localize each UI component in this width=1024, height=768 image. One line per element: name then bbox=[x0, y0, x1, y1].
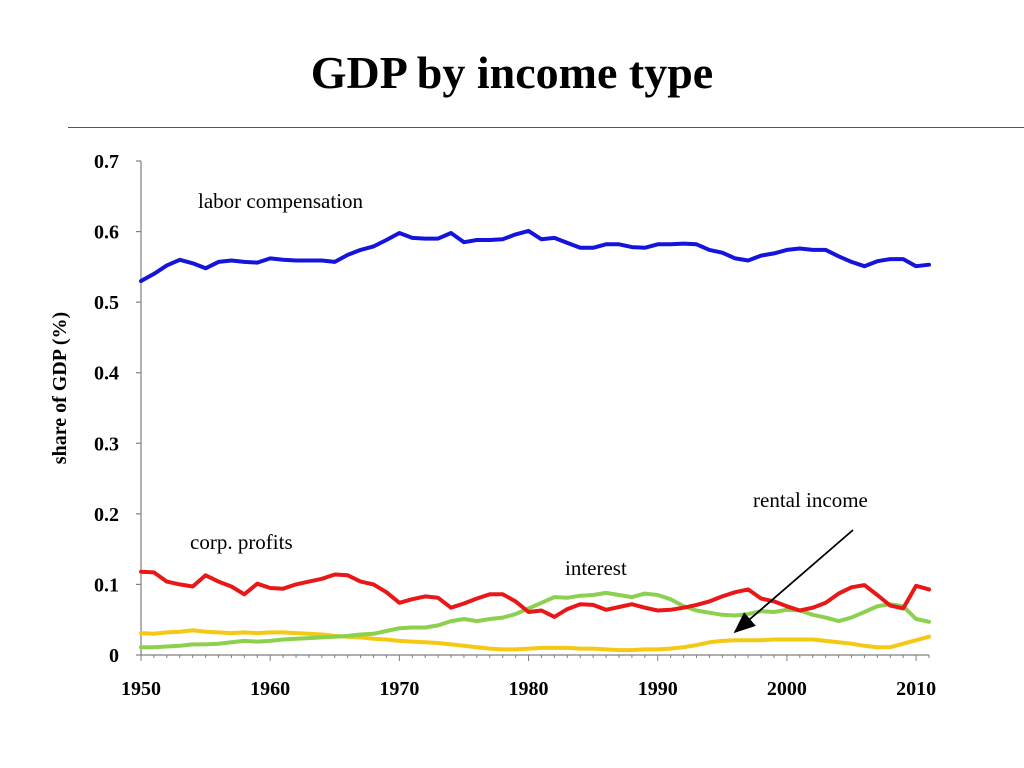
x-tick-label: 1960 bbox=[250, 678, 290, 700]
y-tick-label: 0.1 bbox=[94, 574, 119, 596]
label-labor-compensation: labor compensation bbox=[198, 189, 364, 213]
y-tick-label: 0.4 bbox=[94, 363, 119, 385]
rental-income-arrow bbox=[733, 529, 854, 634]
y-tick-label: 0.2 bbox=[94, 504, 119, 526]
x-tick-label: 1980 bbox=[509, 678, 549, 700]
x-tick-label: 2000 bbox=[767, 678, 807, 700]
label-corp-profits: corp. profits bbox=[190, 530, 293, 554]
x-tick-label: 1950 bbox=[121, 678, 161, 700]
series-line-labor-compensation bbox=[139, 228, 931, 283]
series-lines bbox=[139, 228, 931, 653]
y-tick-label: 0 bbox=[109, 645, 119, 667]
title-rule bbox=[68, 127, 1024, 128]
series-line-corp-profits bbox=[139, 569, 931, 619]
x-tick-label: 2010 bbox=[896, 678, 936, 700]
label-interest: interest bbox=[565, 556, 627, 580]
x-tick-label: 1990 bbox=[638, 678, 678, 700]
y-tick-label: 0.5 bbox=[94, 292, 119, 314]
slide-title: GDP by income type bbox=[310, 47, 714, 98]
y-tick-label: 0.7 bbox=[94, 151, 119, 173]
x-axis: 1950 1960 1970 1980 1990 2000 2010 bbox=[121, 654, 936, 700]
y-tick-label: 0.6 bbox=[94, 222, 119, 244]
y-axis-title: share of GDP (%) bbox=[49, 312, 71, 464]
y-axis: 0 0.1 0.2 0.3 0.4 0.5 0.6 0.7 bbox=[94, 151, 142, 667]
series-line-rental-income bbox=[139, 628, 931, 653]
x-tick-label: 1970 bbox=[379, 678, 419, 700]
label-rental-income: rental income bbox=[753, 488, 868, 512]
y-tick-label: 0.3 bbox=[94, 433, 119, 455]
